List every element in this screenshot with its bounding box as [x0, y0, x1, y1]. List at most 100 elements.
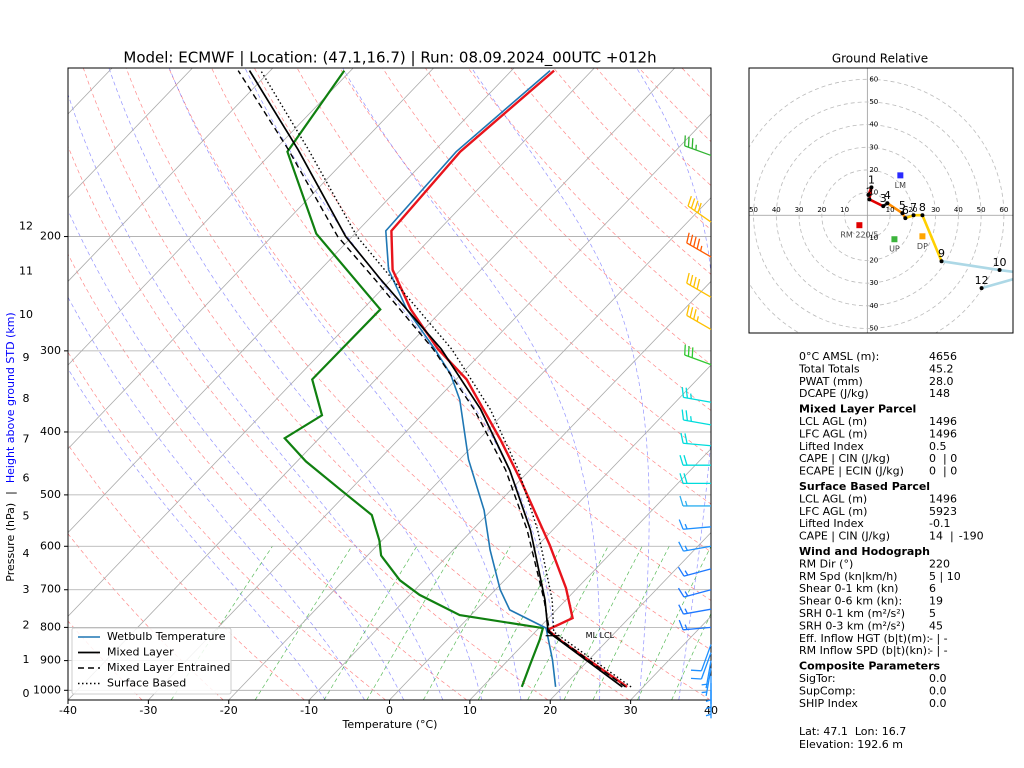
param-value: 0.0	[929, 684, 947, 697]
dry-adiabat	[296, 68, 711, 505]
barb-staff	[686, 242, 712, 258]
barb-feather	[691, 347, 694, 358]
ring-label: 50	[749, 206, 758, 214]
barb-feather	[696, 238, 701, 250]
ring-label: 10	[886, 206, 895, 214]
barb-feather	[684, 344, 686, 356]
ring-label: 50	[977, 206, 986, 214]
barb-staff	[705, 660, 712, 689]
wind-barb	[678, 619, 712, 631]
height-tick-label: 8	[23, 392, 30, 405]
barb-feather	[693, 276, 697, 288]
barb-feather	[678, 604, 685, 615]
isotherm-grid-line	[549, 531, 711, 700]
param-value: 0 | 0	[929, 465, 957, 478]
ring-label: 10	[869, 234, 878, 242]
barb-staff	[683, 545, 712, 552]
hodograph-marker	[897, 172, 904, 179]
param-value: 0.0	[929, 672, 947, 685]
footer-line: Lat: 47.1 Lon: 16.7	[799, 725, 906, 738]
profile-line	[390, 69, 628, 688]
dry-adiabat	[68, 145, 549, 700]
param-label: Shear 0-6 km (kn):	[799, 595, 902, 608]
x-tick-label: -10	[300, 704, 318, 717]
height-tick-label: 4	[23, 547, 30, 560]
hodograph-segment	[980, 277, 1013, 290]
isotherm	[68, 68, 354, 366]
height-tick-label: 10	[19, 308, 33, 321]
barb-feather	[690, 669, 702, 672]
height-tick-label: 0	[23, 687, 30, 700]
y-tick-label: 600	[40, 539, 61, 552]
wind-barb	[677, 566, 712, 577]
barb-half-feather	[705, 699, 712, 702]
param-value: 4656	[929, 350, 957, 363]
barb-staff	[683, 419, 712, 426]
height-tick-label: 7	[23, 432, 30, 445]
moist-adiabat	[68, 296, 365, 700]
mixing-ratio-line	[592, 546, 670, 700]
barb-half-feather	[684, 608, 688, 614]
barb-feather	[686, 305, 690, 316]
hodograph-point	[881, 204, 886, 209]
barb-feather	[678, 541, 685, 552]
barb-feather	[686, 232, 690, 244]
skewt-plot	[68, 68, 711, 700]
wind-barb	[684, 344, 712, 366]
param-label: Eff. Inflow HGT (b|t)(m):	[799, 632, 930, 645]
barb-half-feather	[690, 393, 692, 399]
ring-label: 60	[869, 75, 878, 83]
barb-half-feather	[684, 624, 688, 630]
barb-feather	[685, 410, 689, 421]
barb-feather	[690, 677, 702, 680]
marker-label: RM 220/5	[840, 231, 878, 240]
y-tick-label: 400	[40, 425, 61, 438]
param-value: -0.1	[929, 517, 950, 530]
moist-adiabat	[342, 68, 601, 700]
hodograph-marker	[891, 236, 898, 243]
ring-label: 30	[795, 206, 804, 214]
isotherm	[68, 68, 274, 282]
ring-label: 10	[840, 206, 849, 214]
dry-adiabat	[168, 68, 711, 651]
hodograph-ring	[798, 146, 937, 284]
barb-feather	[679, 473, 684, 484]
barb-staff	[683, 568, 712, 577]
legend-label: Wetbulb Temperature	[107, 630, 226, 643]
ring-label: 40	[869, 302, 878, 310]
mixing-ratio-line	[563, 546, 643, 700]
barb-half-feather	[684, 570, 689, 576]
barb-feather	[684, 433, 688, 444]
barb-half-feather	[684, 500, 688, 507]
height-tick-label: 6	[23, 472, 30, 485]
height-label: 6	[902, 204, 909, 217]
y-tick-label: 200	[40, 230, 61, 243]
barb-feather	[679, 454, 684, 466]
ring-label: 20	[817, 206, 826, 214]
param-value: - | -	[929, 632, 948, 645]
barb-staff	[705, 668, 712, 697]
mixing-ratio-line	[671, 612, 711, 700]
x-tick-label: -40	[59, 704, 77, 717]
barb-feather	[687, 136, 690, 148]
isotherm-grid-line	[68, 68, 676, 700]
barb-feather	[697, 202, 702, 214]
mixing-ratio-line	[422, 546, 511, 700]
height-label: 4	[884, 189, 891, 202]
legend-label: Mixed Layer Entrained	[107, 661, 230, 674]
barb-feather	[678, 619, 684, 631]
hodograph-segment	[868, 186, 873, 201]
barb-half-feather	[684, 591, 689, 597]
param-label: CAPE | CIN (J/kg)	[799, 452, 890, 465]
hodograph-ring	[844, 192, 891, 239]
barb-staff	[684, 145, 712, 157]
wind-barb	[684, 135, 712, 157]
barb-feather	[681, 386, 685, 398]
height-tick-label: 9	[23, 351, 30, 364]
barb-feather	[684, 135, 686, 146]
mixing-ratio-line	[254, 546, 353, 700]
hodograph-point	[939, 259, 944, 264]
hodograph-point	[866, 192, 871, 197]
wind-barb	[680, 432, 712, 447]
